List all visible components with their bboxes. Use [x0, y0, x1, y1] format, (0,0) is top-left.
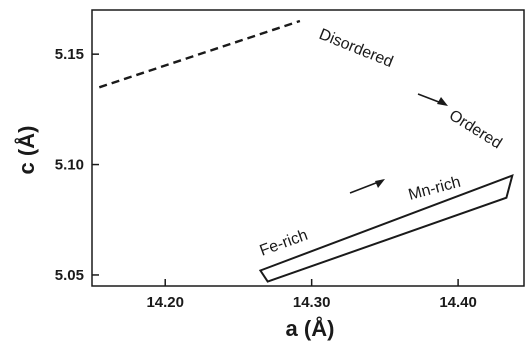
x-tick-label: 14.40: [439, 294, 477, 311]
series-fe-mn-composition-loop: [258, 173, 514, 283]
y-tick-label: 5.15: [55, 46, 84, 63]
x-axis-ticks: 14.20 14.30 14.40: [146, 279, 477, 311]
annotation-mn-rich: Mn-rich: [407, 174, 463, 204]
series-layer: [98, 19, 514, 283]
x-tick-label: 14.30: [293, 294, 331, 311]
x-tick-label: 14.20: [146, 294, 184, 311]
arrow-disordered-to-ordered: [417, 93, 448, 106]
x-axis-title: a (Å): [286, 315, 335, 341]
arrow-fe-to-mn-rich: [349, 179, 385, 194]
series-disordered-ordered-line: [98, 19, 301, 89]
y-axis-title: c (Å): [13, 126, 39, 175]
y-tick-label: 5.10: [55, 157, 84, 174]
annotation-ordered: Ordered: [446, 107, 505, 153]
y-tick-label: 5.05: [55, 267, 84, 284]
y-axis-ticks: 5.05 5.10 5.15: [55, 46, 99, 284]
plot-frame: [91, 9, 525, 287]
annotation-disordered: Disordered: [317, 26, 396, 71]
